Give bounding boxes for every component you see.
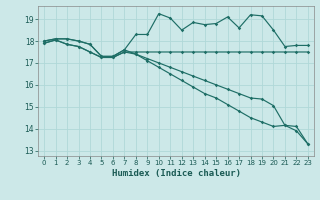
X-axis label: Humidex (Indice chaleur): Humidex (Indice chaleur) — [111, 169, 241, 178]
